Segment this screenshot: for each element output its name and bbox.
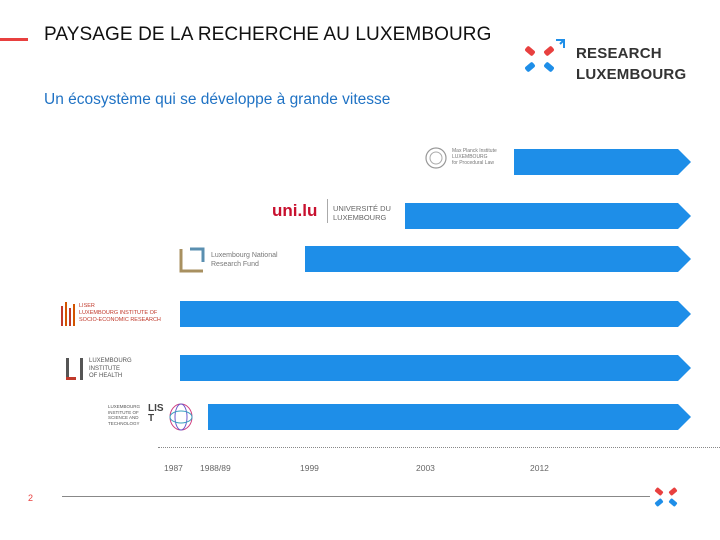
logo-text: INSTITUTE OF [108, 409, 139, 415]
list-globe-icon [169, 403, 193, 431]
logo-text: LUXEMBOURG [452, 154, 488, 160]
logo-text: Max Planck Institute [452, 148, 497, 154]
logo-text: LUXEMBOURG INSTITUTE OF [79, 310, 158, 316]
brand-line-2: LUXEMBOURG [576, 66, 687, 83]
year-label: 1999 [300, 463, 319, 473]
logo-text: TECHNOLOGY [108, 420, 140, 426]
lih-logo-icon [66, 358, 83, 380]
liser-logo-icon [61, 302, 75, 326]
list-logo-icon: LIST [148, 403, 164, 424]
logo-text: OF HEALTH [89, 373, 123, 379]
logo-text: LISER [79, 303, 95, 309]
timeline-bar [208, 404, 691, 430]
slide-subtitle: Un écosystème qui se développe à grande … [44, 91, 391, 108]
year-label: 1988/89 [200, 463, 231, 473]
max-planck-logo-icon [425, 147, 447, 169]
logo-text: Research Fund [211, 261, 259, 268]
research-luxembourg-logo-icon [525, 39, 565, 72]
logo-text: SOCIO-ECONOMIC RESEARCH [79, 317, 161, 323]
logo-text: UNIVERSITÉ DU [333, 204, 391, 213]
year-label: 2003 [416, 463, 435, 473]
brand-line-1: RESEARCH [576, 45, 662, 62]
uni-lu-logo-icon: uni.lu [272, 201, 318, 220]
timeline-axis [158, 447, 720, 448]
logo-text: LUXEMBOURG [108, 404, 141, 409]
logo-text: LUXEMBOURG [89, 358, 132, 364]
slide-title: PAYSAGE DE LA RECHERCHE AU LUXEMBOURG [44, 24, 492, 45]
timeline-bar [514, 149, 691, 175]
year-label: 1987 [164, 463, 183, 473]
fnr-logo-icon [179, 247, 205, 273]
page-number: 2 [28, 493, 34, 503]
logo-text: SCIENCE AND [108, 415, 139, 420]
year-label: 2012 [530, 463, 549, 473]
brand-wordmark: RESEARCH LUXEMBOURG [576, 43, 686, 85]
title-accent-bar [0, 38, 28, 41]
timeline-bar [405, 203, 691, 229]
logo-text: INSTITUTE [89, 365, 120, 372]
logo-text: Luxembourg National [211, 252, 278, 259]
timeline-bar [180, 301, 691, 327]
timeline-bar [305, 246, 691, 272]
footer-divider [62, 496, 650, 497]
logo-text: LUXEMBOURG [333, 213, 387, 222]
timeline-bar [180, 355, 691, 381]
logo-text: for Procedural Law [452, 160, 494, 166]
research-luxembourg-mark-icon [654, 487, 678, 507]
